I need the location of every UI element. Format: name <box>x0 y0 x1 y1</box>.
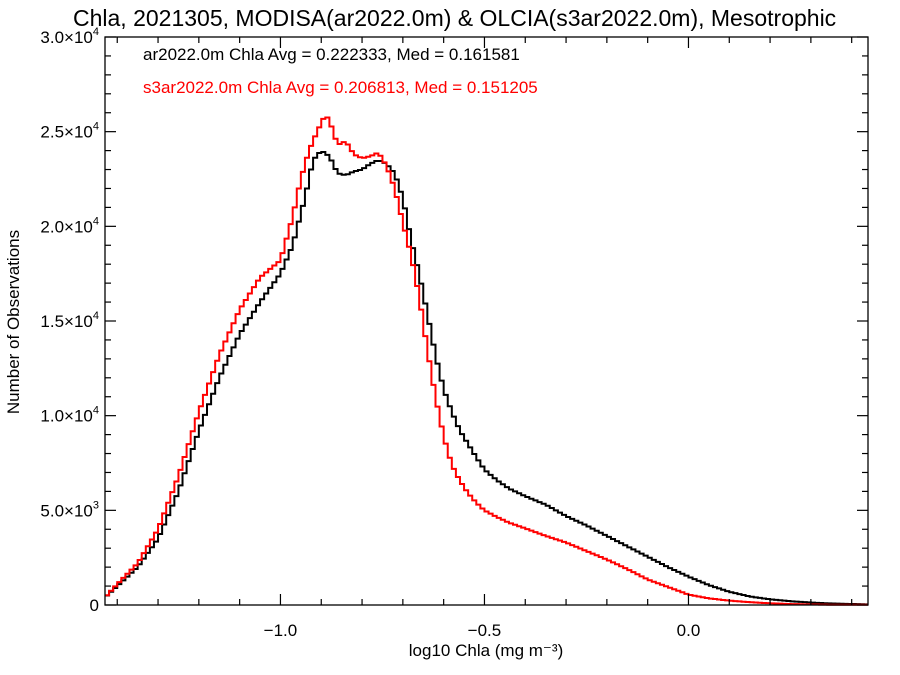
annotation-black: ar2022.0m Chla Avg = 0.222333, Med = 0.1… <box>143 45 520 64</box>
x-tick-label: 0.0 <box>677 621 701 640</box>
y-tick-label: 1.5×104 <box>40 310 99 331</box>
x-tick-label: −0.5 <box>468 621 502 640</box>
y-axis-label: Number of Observations <box>4 230 23 414</box>
x-tick-label: −1.0 <box>264 621 298 640</box>
y-tick-label: 5.0×103 <box>40 499 99 520</box>
plot-series-group <box>105 116 868 606</box>
plot-frame <box>104 36 869 606</box>
y-axis-ticks: 0 5.0×103 1.0×104 1.5×104 2.0×104 2.5×104 3.0×… <box>40 26 868 615</box>
histogram-series-black <box>105 151 868 606</box>
y-tick-label: 2.5×104 <box>40 121 99 142</box>
y-tick-label: 2.0×104 <box>40 215 99 236</box>
y-tick-label: 1.0×104 <box>40 405 99 426</box>
annotation-red: s3ar2022.0m Chla Avg = 0.206813, Med = 0… <box>143 78 538 97</box>
histogram-series-red <box>105 116 868 606</box>
x-axis-label: log10 Chla (mg m⁻³) <box>409 641 563 660</box>
x-axis-ticks: −1.0 −0.5 0.0 <box>116 37 853 640</box>
y-tick-label: 0 <box>90 596 99 615</box>
y-tick-label: 3.0×104 <box>40 26 99 47</box>
chart-title: Chla, 2021305, MODISA(ar2022.0m) & OLCIA… <box>73 5 836 31</box>
